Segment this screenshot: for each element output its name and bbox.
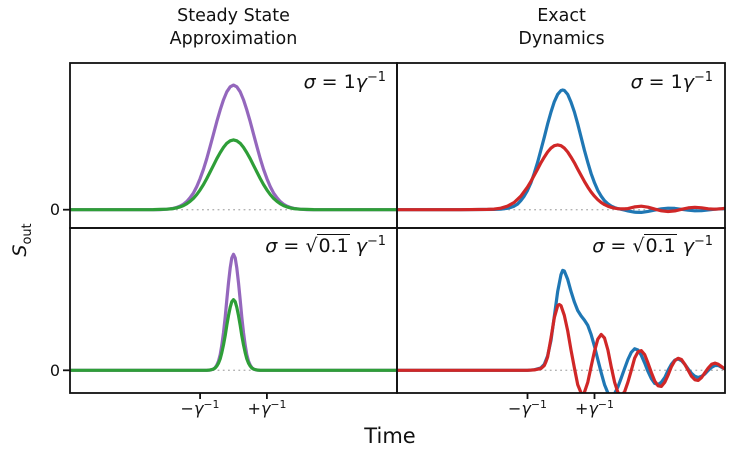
- text-segment: σ: [592, 235, 605, 257]
- text-segment: γ: [355, 71, 367, 93]
- text-segment: +: [575, 399, 589, 418]
- xtick-label-pos-left: +γ−1: [247, 398, 287, 418]
- text-segment: γ: [682, 235, 694, 257]
- ytick-zero-top: 0: [49, 200, 60, 219]
- series-curve-purple: [70, 252, 397, 372]
- text-segment: =: [277, 235, 306, 257]
- annotation-sigma-top-left: σ = 1γ−1: [303, 69, 386, 93]
- text-segment: γ: [588, 399, 598, 418]
- x-axis-label: Time: [364, 424, 416, 448]
- text-segment: −1: [597, 398, 614, 412]
- text-segment: −: [180, 399, 194, 418]
- xtick-label-pos-right: +γ−1: [575, 398, 614, 418]
- text-segment: γ: [193, 399, 204, 418]
- text-segment: −1: [203, 398, 220, 412]
- column-title-left-line2: Approximation: [169, 29, 298, 49]
- series-curve-green: [70, 298, 397, 372]
- column-title-right: Exact Dynamics: [398, 5, 725, 51]
- text-segment: γ: [260, 399, 271, 418]
- text-segment: √: [305, 235, 318, 257]
- text-segment: 0.1: [317, 234, 350, 257]
- text-segment: = 1: [315, 71, 356, 93]
- text-segment: −1: [270, 398, 287, 412]
- text-segment: √: [632, 235, 645, 257]
- text-segment: −1: [693, 233, 713, 249]
- series-curve-green: [70, 138, 397, 212]
- text-segment: −: [508, 399, 522, 418]
- text-segment: =: [604, 235, 633, 257]
- annotation-sigma-bottom-right: σ = √0.1 γ−1: [592, 233, 713, 257]
- text-segment: σ: [630, 71, 643, 93]
- text-segment: σ: [265, 235, 278, 257]
- text-segment: −1: [693, 69, 713, 85]
- y-axis-label: Sout: [9, 223, 35, 257]
- column-title-left: Steady State Approximation: [70, 5, 397, 51]
- text-segment: −1: [366, 69, 386, 85]
- series-curve-purple: [70, 83, 397, 212]
- xtick-label-neg-left: −γ−1: [180, 398, 220, 418]
- text-segment: = 1: [642, 71, 683, 93]
- series-curve-blue: [397, 88, 725, 214]
- text-segment: out: [19, 223, 35, 245]
- series-curve-blue: [397, 268, 725, 393]
- text-segment: γ: [355, 235, 367, 257]
- annotation-sigma-bottom-left: σ = √0.1 γ−1: [265, 233, 386, 257]
- column-title-right-line2: Dynamics: [518, 29, 605, 49]
- series-curve-red: [397, 302, 725, 393]
- text-segment: 0.1: [644, 234, 677, 257]
- text-segment: S: [9, 244, 31, 257]
- text-segment: γ: [521, 399, 531, 418]
- panel-spine-br: [396, 227, 726, 394]
- series-curve-red: [397, 143, 725, 214]
- text-segment: −1: [530, 398, 547, 412]
- ytick-zero-bottom: 0: [49, 361, 60, 380]
- column-title-right-line1: Exact: [537, 6, 586, 26]
- text-segment: γ: [682, 71, 694, 93]
- text-segment: +: [247, 399, 261, 418]
- text-segment: −1: [366, 233, 386, 249]
- annotation-sigma-top-right: σ = 1γ−1: [630, 69, 713, 93]
- text-segment: σ: [303, 71, 316, 93]
- xtick-label-neg-right: −γ−1: [508, 398, 547, 418]
- column-title-left-line1: Steady State: [177, 6, 290, 26]
